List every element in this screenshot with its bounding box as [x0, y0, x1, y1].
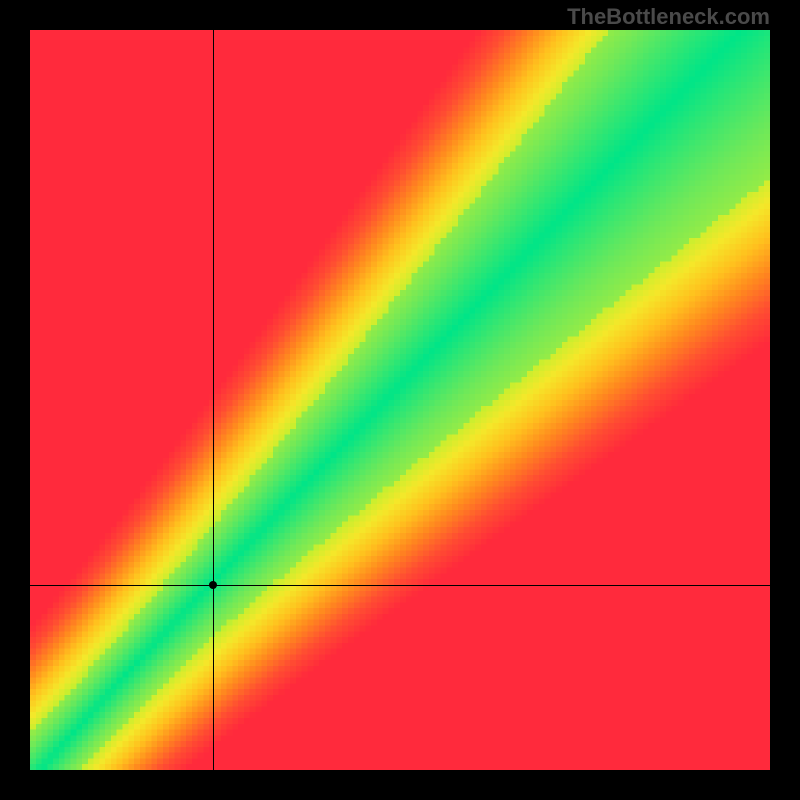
- selection-marker: [209, 581, 217, 589]
- heatmap-canvas: [30, 30, 770, 770]
- heatmap-plot: [30, 30, 770, 770]
- watermark-text: TheBottleneck.com: [567, 4, 770, 30]
- crosshair-vertical: [213, 30, 214, 770]
- crosshair-horizontal: [30, 585, 770, 586]
